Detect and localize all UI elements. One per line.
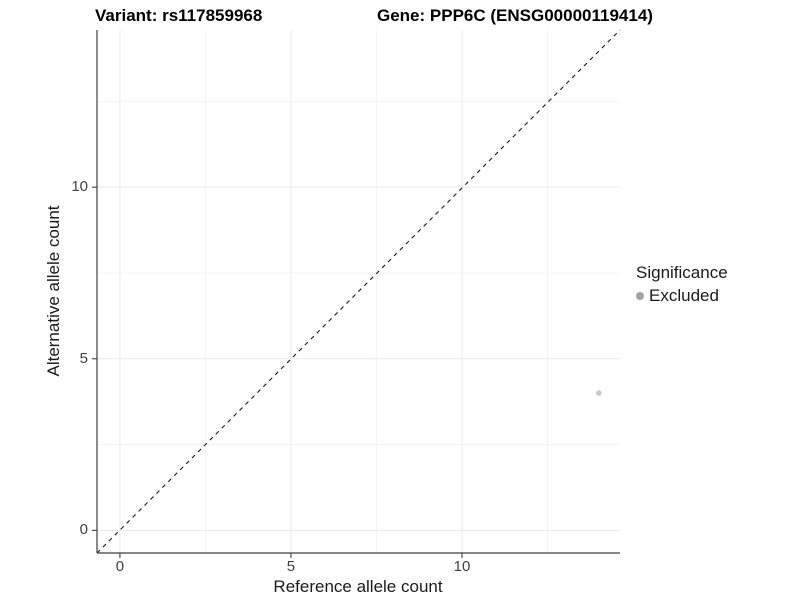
legend-item-label: Excluded <box>649 286 719 305</box>
x-tick-label: 0 <box>115 558 125 575</box>
y-axis-title: Alternative allele count <box>44 205 63 377</box>
x-tick-label: 5 <box>286 558 296 575</box>
y-tick-label: 5 <box>79 349 88 367</box>
y-tick-label: 10 <box>71 178 88 196</box>
x-tick-label: 10 <box>453 558 471 575</box>
legend-item-excluded: Excluded <box>636 286 728 306</box>
legend-point-icon <box>636 292 644 300</box>
x-axis-title: Reference allele count <box>273 577 443 596</box>
plot-panel <box>97 30 620 553</box>
plot-title-gene: Gene: PPP6C (ENSG00000119414) <box>377 6 653 25</box>
legend: Significance Excluded <box>636 263 728 306</box>
y-tick-label: 0 <box>79 521 88 539</box>
legend-title: Significance <box>636 263 728 282</box>
plot-title-variant: Variant: rs117859968 <box>95 6 263 25</box>
